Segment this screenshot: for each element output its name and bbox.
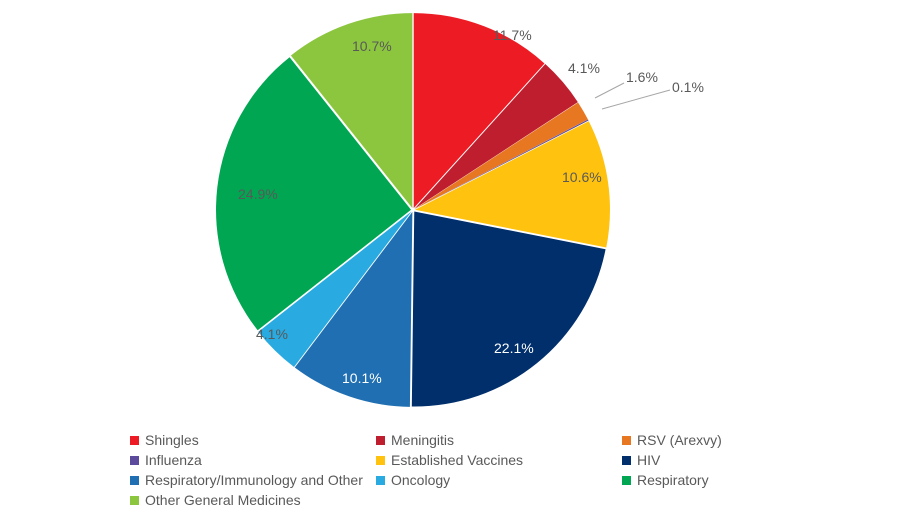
legend-item: HIV [622, 450, 868, 470]
legend-swatch [622, 476, 631, 485]
legend-swatch [622, 436, 631, 445]
legend-item: Oncology [376, 470, 622, 490]
slice-label: 4.1% [568, 60, 600, 76]
legend-label: RSV (Arexvy) [637, 432, 722, 448]
legend-label: HIV [637, 452, 660, 468]
legend: Shingles Meningitis RSV (Arexvy) Influenza E… [130, 430, 870, 510]
legend-label: Shingles [145, 432, 199, 448]
legend-swatch [130, 436, 139, 445]
slice-label: 4.1% [256, 326, 288, 342]
legend-label: Influenza [145, 452, 202, 468]
legend-swatch [376, 456, 385, 465]
legend-item: Meningitis [376, 430, 622, 450]
slice-label: 22.1% [494, 340, 534, 356]
legend-swatch [622, 456, 631, 465]
legend-swatch [376, 476, 385, 485]
legend-label: Other General Medicines [145, 492, 301, 508]
legend-item: Shingles [130, 430, 376, 450]
leader-line [595, 83, 624, 98]
legend-label: Oncology [391, 472, 450, 488]
legend-row: Influenza Established Vaccines HIV [130, 450, 870, 470]
legend-item: Influenza [130, 450, 376, 470]
slice-label: 10.1% [342, 370, 382, 386]
legend-row: Respiratory/Immunology and Other Oncology… [130, 470, 870, 490]
slice-label: 11.7% [493, 27, 532, 43]
legend-label: Meningitis [391, 432, 454, 448]
legend-item: Respiratory [622, 470, 868, 490]
legend-item: Other General Medicines [130, 490, 376, 510]
legend-swatch [376, 436, 385, 445]
legend-swatch [130, 456, 139, 465]
legend-swatch [130, 496, 139, 505]
legend-label: Respiratory [637, 472, 709, 488]
legend-swatch [130, 476, 139, 485]
legend-label: Respiratory/Immunology and Other [145, 472, 363, 488]
legend-item: Established Vaccines [376, 450, 622, 470]
pie-chart [0, 0, 897, 420]
chart-container: { "pie_chart": { "type": "pie", "center_… [0, 0, 897, 518]
legend-label: Established Vaccines [391, 452, 523, 468]
legend-item: RSV (Arexvy) [622, 430, 868, 450]
legend-row: Shingles Meningitis RSV (Arexvy) [130, 430, 870, 450]
slice-label: 0.1% [672, 79, 704, 95]
legend-item: Respiratory/Immunology and Other [130, 470, 376, 490]
slice-label: 10.7% [352, 38, 392, 54]
slice-label: 24.9% [238, 186, 278, 202]
slice-label: 10.6% [562, 169, 602, 185]
legend-row: Other General Medicines [130, 490, 870, 510]
slice-label: 1.6% [626, 69, 658, 85]
leader-line [602, 90, 670, 109]
